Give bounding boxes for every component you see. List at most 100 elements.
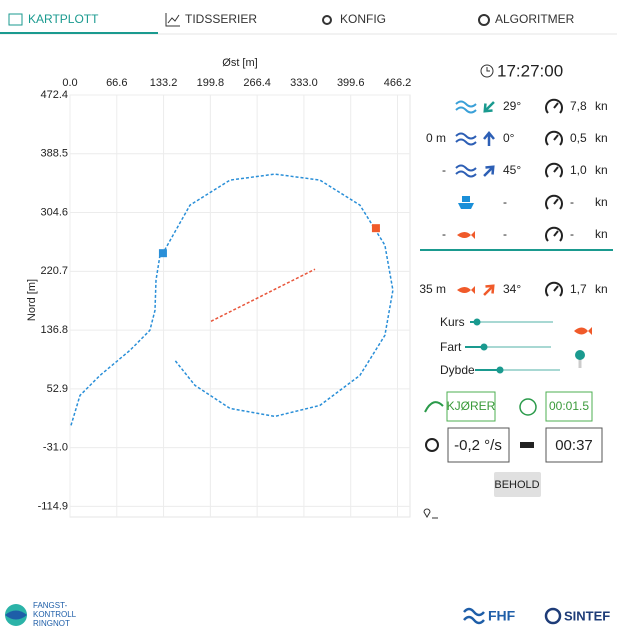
helm-icon bbox=[425, 438, 439, 452]
slider-knob[interactable] bbox=[473, 318, 481, 326]
rate-text: -0,2 °/s bbox=[454, 437, 502, 454]
slider-knob[interactable] bbox=[480, 343, 488, 351]
y-tick-label: 472.4 bbox=[40, 89, 68, 101]
status-text: KJØRER bbox=[447, 399, 496, 413]
tab[interactable]: KARTPLOTT bbox=[28, 12, 99, 26]
x-tick-label: 133.2 bbox=[150, 77, 178, 89]
trajectory bbox=[210, 268, 316, 322]
direction: 29° bbox=[503, 99, 521, 113]
unit: kn bbox=[595, 99, 608, 113]
logo-text: RINGNOT bbox=[33, 619, 70, 628]
sintef-mark bbox=[544, 607, 562, 625]
position-marker bbox=[158, 249, 167, 258]
x-tick-label: 266.4 bbox=[243, 77, 271, 89]
unit: kn bbox=[595, 131, 608, 145]
y-tick-label: -31.0 bbox=[43, 442, 68, 454]
gauge-icon bbox=[545, 130, 563, 146]
time: 17:27:00 bbox=[497, 61, 563, 80]
row-prefix: 0 m bbox=[426, 131, 446, 145]
vertical-slider-knob[interactable] bbox=[575, 350, 585, 360]
x-tick-label: 466.2 bbox=[384, 77, 412, 89]
speed: 7,8 bbox=[570, 99, 587, 113]
logo-wave bbox=[5, 610, 27, 620]
y-tick-label: -114.9 bbox=[38, 500, 68, 512]
countdown-box bbox=[545, 427, 603, 463]
trajectory bbox=[70, 173, 394, 426]
unit: kn bbox=[595, 195, 608, 209]
position-marker bbox=[371, 224, 380, 233]
timer-text: 00:01.5 bbox=[549, 399, 589, 413]
config-icon bbox=[322, 15, 332, 25]
algorithm-icon bbox=[478, 14, 490, 26]
gauge-icon bbox=[545, 281, 563, 297]
direction: - bbox=[503, 195, 507, 209]
gauge-icon bbox=[545, 98, 563, 114]
rows: 29° 7,8 kn 0 m 0° 0,5 kn - 45° 1,0 kn - - kn - - - kn 35 m… bbox=[419, 98, 608, 297]
speed: - bbox=[570, 227, 574, 241]
x-axis-label: Øst [m] bbox=[222, 57, 257, 69]
direction: - bbox=[503, 227, 507, 241]
row-prefix: - bbox=[442, 227, 446, 241]
tab[interactable]: ALGORITMER bbox=[495, 12, 575, 26]
partner-logo: FHF bbox=[488, 608, 516, 624]
chart: 0.0 66.6 133.2 199.8 266.4 333.0 399.6 466.2 472… bbox=[26, 57, 412, 518]
row-prefix: 35 m bbox=[419, 282, 446, 296]
y-tick-label: 136.8 bbox=[40, 324, 68, 336]
slider-label: Fart bbox=[440, 340, 462, 354]
hold-button[interactable] bbox=[494, 472, 541, 497]
y-axis-label: Nord [m] bbox=[26, 279, 38, 321]
timer-icon bbox=[519, 398, 537, 416]
sliders: Kurs Fart Dybde bbox=[440, 315, 560, 377]
unit: kn bbox=[595, 163, 608, 177]
timer-box bbox=[545, 391, 593, 422]
ship-icon bbox=[458, 196, 474, 209]
tab[interactable]: KONFIG bbox=[340, 12, 386, 26]
x-tick-label: 66.6 bbox=[106, 77, 127, 89]
current-icon bbox=[455, 164, 477, 178]
map-icon bbox=[8, 13, 23, 26]
x-tick-label: 199.8 bbox=[197, 77, 225, 89]
direction: 0° bbox=[503, 131, 515, 145]
direction-arrow bbox=[483, 284, 495, 296]
gauge-icon bbox=[545, 226, 563, 242]
wind-icon bbox=[455, 100, 477, 114]
direction-arrow bbox=[483, 131, 495, 146]
waypoint-icon bbox=[423, 508, 438, 519]
route-icon bbox=[424, 401, 444, 413]
row-prefix: - bbox=[442, 163, 446, 177]
logo-text: KONTROLL bbox=[33, 610, 77, 619]
speed: 1,0 bbox=[570, 163, 587, 177]
clock-icon bbox=[480, 64, 494, 78]
fhf-mark bbox=[463, 607, 485, 625]
gauge-icon bbox=[545, 162, 563, 178]
y-tick-label: 220.7 bbox=[40, 265, 68, 277]
slider-knob[interactable] bbox=[496, 366, 504, 374]
wave-icon bbox=[455, 132, 477, 146]
fish-icon bbox=[574, 327, 592, 335]
partner-logo: SINTEF bbox=[564, 608, 610, 623]
clock-hand bbox=[486, 67, 490, 72]
speed: 1,7 bbox=[570, 282, 587, 296]
x-tick-label: 399.6 bbox=[337, 77, 365, 89]
logo-text: FANGST- bbox=[33, 601, 68, 610]
gauge-icon bbox=[545, 194, 563, 210]
x-tick-label: 333.0 bbox=[290, 77, 318, 89]
direction: 34° bbox=[503, 282, 521, 296]
fish-icon bbox=[457, 231, 475, 239]
winch-icon bbox=[520, 442, 534, 448]
x-tick-label: 0.0 bbox=[62, 77, 77, 89]
direction: 45° bbox=[503, 163, 521, 177]
slider-label: Kurs bbox=[440, 315, 465, 329]
countdown-text: 00:37 bbox=[555, 437, 593, 454]
direction-arrow bbox=[483, 101, 495, 113]
fish-icon bbox=[457, 286, 475, 294]
hold-text: BEHOLD bbox=[494, 479, 539, 491]
status-button[interactable] bbox=[446, 391, 496, 422]
rate-box bbox=[447, 427, 510, 463]
y-tick-label: 52.9 bbox=[47, 383, 68, 395]
speed: - bbox=[570, 195, 574, 209]
speed: 0,5 bbox=[570, 131, 587, 145]
y-tick-label: 388.5 bbox=[40, 148, 68, 160]
tab[interactable]: TIDSSERIER bbox=[185, 12, 257, 26]
